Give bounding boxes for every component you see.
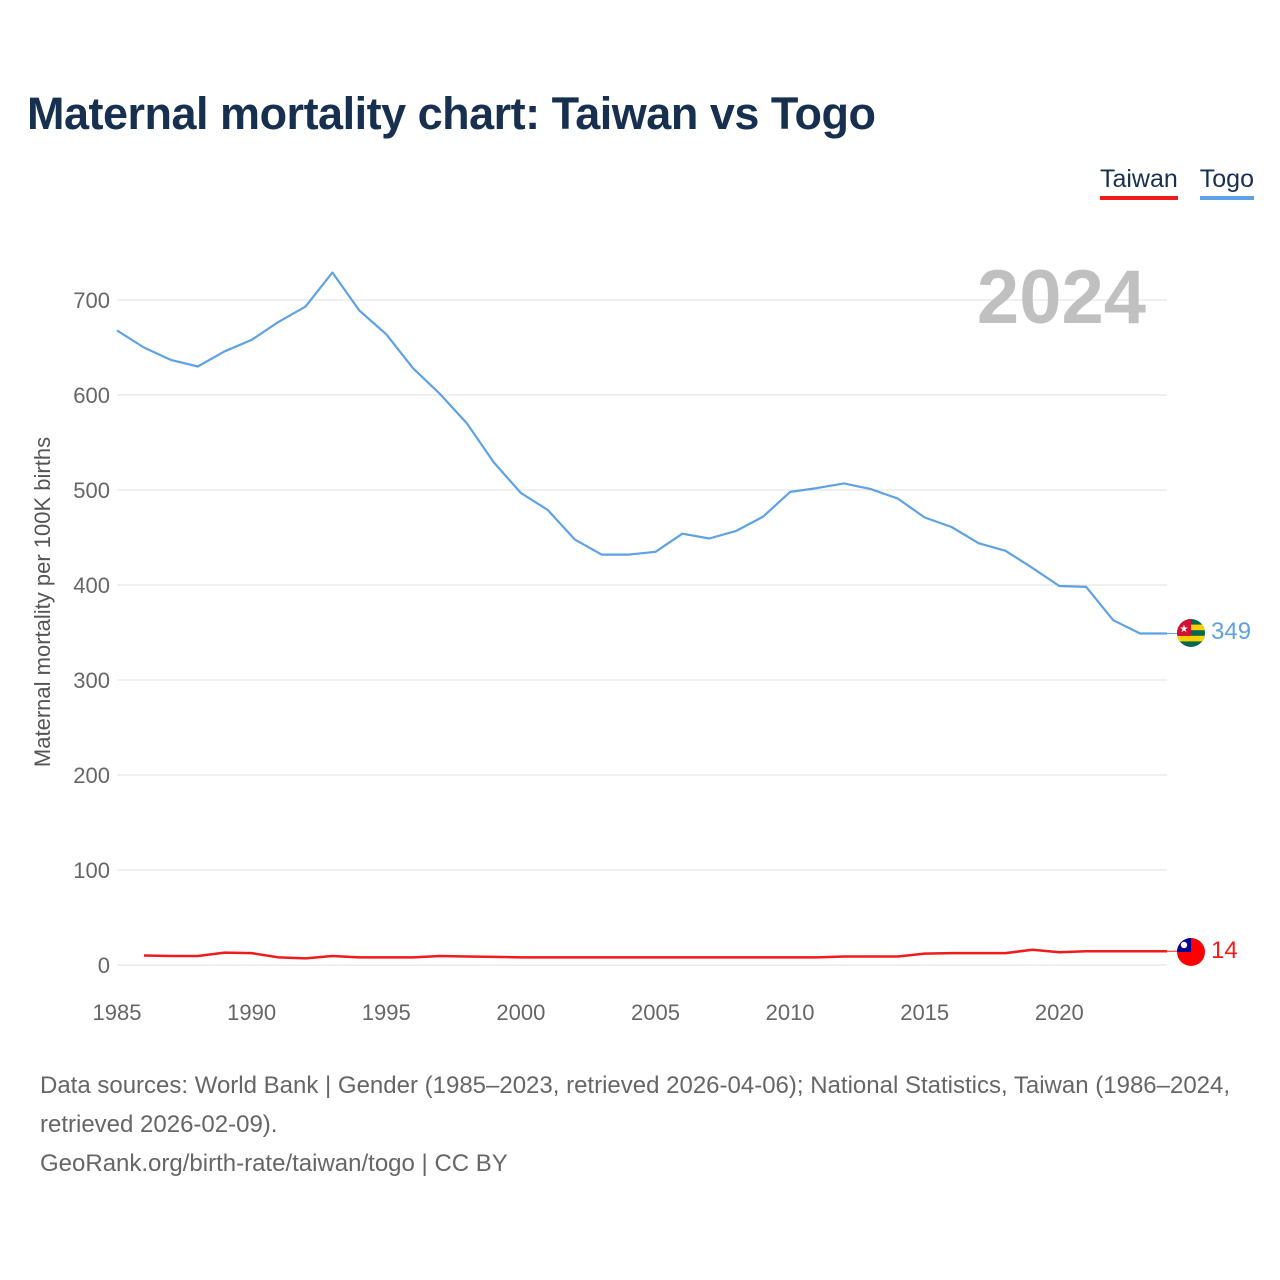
- taiwan-flag-icon: [1177, 938, 1205, 966]
- y-tick-label: 700: [73, 288, 110, 313]
- x-tick-label: 1990: [227, 1000, 276, 1025]
- x-tick-label: 2015: [900, 1000, 949, 1025]
- y-tick-label: 600: [73, 383, 110, 408]
- maternal-mortality-chart: 0 100 200 300 400 500 600 700 1985 1990 1995 2000 20…: [30, 255, 1251, 1025]
- page-title: Maternal mortality chart: Taiwan vs Togo: [27, 88, 876, 139]
- y-tick-label: 0: [98, 953, 110, 978]
- y-tick-label: 500: [73, 478, 110, 503]
- y-tick-label: 300: [73, 668, 110, 693]
- x-tick-label: 2005: [631, 1000, 680, 1025]
- chart-legend: Taiwan Togo: [1099, 165, 1254, 200]
- series-lines: [116, 271, 1177, 960]
- data-sources-text: Data sources: World Bank | Gender (1985–…: [40, 1072, 1231, 1138]
- chart-footer: Data sources: World Bank | Gender (1985–…: [40, 1066, 1250, 1183]
- togo-flag-icon: ★: [1177, 619, 1205, 647]
- svg-text:★: ★: [1180, 624, 1189, 635]
- series-line-togo[interactable]: [116, 271, 1167, 635]
- togo-end-value: 349: [1211, 618, 1251, 645]
- x-tick-label: 1985: [93, 1000, 142, 1025]
- taiwan-end-value: 14: [1211, 937, 1238, 964]
- grid-lines: [117, 299, 1167, 966]
- series-line-taiwan[interactable]: [143, 948, 1167, 960]
- x-tick-label: 2010: [766, 1000, 815, 1025]
- axes: 0 100 200 300 400 500 600 700 1985 1990 1995 2000 20…: [30, 288, 1084, 1025]
- y-axis-label: Maternal mortality per 100K births: [30, 437, 55, 767]
- legend-item-taiwan[interactable]: Taiwan: [1099, 165, 1178, 200]
- x-tick-label: 1995: [362, 1000, 411, 1025]
- x-tick-label: 2020: [1035, 1000, 1084, 1025]
- y-tick-label: 400: [73, 573, 110, 598]
- legend-item-togo[interactable]: Togo: [1199, 165, 1254, 200]
- source-link[interactable]: GeoRank.org/birth-rate/taiwan/togo | CC …: [40, 1150, 508, 1177]
- y-tick-label: 200: [73, 763, 110, 788]
- y-tick-label: 100: [73, 858, 110, 883]
- x-tick-label: 2000: [496, 1000, 545, 1025]
- current-year-label: 2024: [977, 255, 1146, 340]
